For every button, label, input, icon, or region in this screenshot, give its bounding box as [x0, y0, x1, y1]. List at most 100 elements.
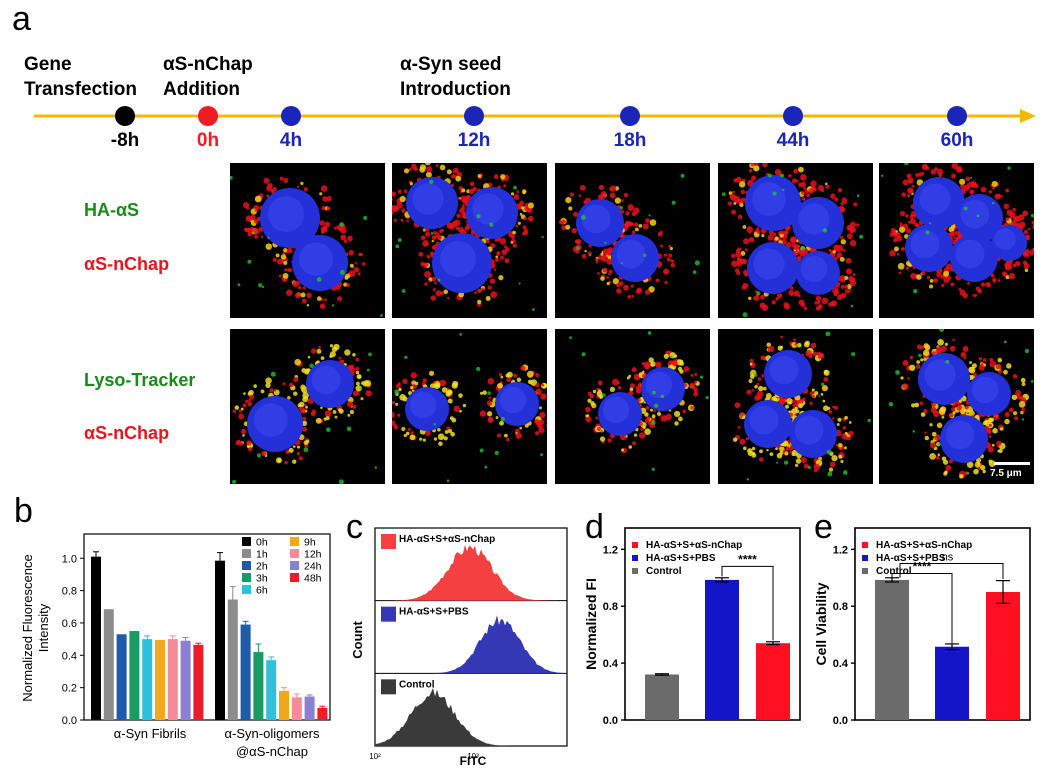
fluorescence-speck: [923, 349, 930, 356]
fluorescence-speck: [305, 405, 308, 409]
green-speck: [867, 418, 871, 423]
fluorescence-speck: [921, 272, 925, 276]
fluorescence-speck: [392, 411, 395, 419]
fluorescence-speck: [452, 225, 455, 229]
fluorescence-speck: [997, 279, 1001, 283]
fluorescence-speck: [1023, 229, 1029, 235]
fluorescence-speck: [474, 291, 477, 295]
fluorescence-speck: [800, 174, 807, 181]
fluorescence-speck: [269, 388, 274, 393]
fluorescence-speck: [592, 389, 597, 394]
legend-label: 12h: [304, 549, 322, 561]
fluorescence-speck: [631, 294, 634, 298]
fluorescence-speck: [396, 383, 401, 389]
fluorescence-speck: [565, 224, 571, 230]
fluorescence-speck: [394, 427, 398, 430]
fluorescence-speck: [447, 398, 453, 404]
legend-label: 2h: [256, 561, 268, 573]
histogram-series: [375, 615, 567, 674]
fluorescence-speck: [904, 214, 909, 218]
fluorescence-speck: [352, 390, 359, 397]
y-tick-label: 0.0: [833, 715, 848, 727]
fluorescence-speck: [499, 420, 504, 426]
fluorescence-speck: [798, 403, 804, 409]
fluorescence-speck: [459, 409, 462, 413]
fluorescence-speck: [631, 230, 636, 235]
fluorescence-speck: [398, 387, 402, 392]
fluorescence-speck: [527, 202, 534, 209]
y-tick-label: 1.2: [833, 544, 848, 556]
legend-swatch: [290, 537, 299, 546]
fluorescence-speck: [495, 416, 499, 419]
fluorescence-speck: [596, 426, 602, 432]
fluorescence-speck: [302, 416, 307, 421]
fluorescence-speck: [916, 344, 922, 350]
fluorescence-speck: [623, 192, 629, 198]
bar: [253, 652, 264, 720]
fluorescence-speck: [810, 342, 817, 349]
fluorescence-speck: [952, 236, 956, 239]
fluorescence-speck: [746, 226, 754, 234]
fluorescence-speck: [978, 357, 983, 361]
fluorescence-speck: [242, 434, 245, 437]
time-label: 18h: [613, 130, 647, 151]
fluorescence-speck: [682, 409, 687, 414]
fluorescence-speck: [815, 295, 822, 301]
fluorescence-speck: [759, 449, 763, 454]
fluorescence-speck: [534, 419, 539, 424]
fluorescence-speck: [477, 174, 482, 178]
fluorescence-speck: [303, 440, 309, 446]
fluorescence-speck: [756, 390, 764, 398]
fluorescence-speck: [293, 377, 299, 383]
fluorescence-speck: [451, 382, 458, 389]
fluorescence-speck: [929, 453, 936, 460]
fluorescence-speck: [307, 355, 311, 359]
fluorescence-speck: [609, 192, 616, 199]
fluorescence-speck: [516, 377, 522, 382]
fluorescence-speck: [265, 377, 272, 384]
fluorescence-speck: [645, 218, 650, 224]
fluorescence-speck: [433, 437, 438, 441]
green-speck: [918, 353, 922, 358]
fluorescence-speck: [902, 383, 909, 390]
fluorescence-speck: [628, 445, 633, 449]
fluorescence-speck: [630, 284, 634, 288]
fluorescence-speck: [247, 401, 253, 407]
fluorescence-speck: [535, 388, 542, 396]
bar: [240, 624, 251, 720]
fluorescence-speck: [343, 282, 348, 287]
legend-label: Control: [399, 679, 435, 690]
fluorescence-speck: [920, 412, 926, 417]
nucleus-highlight: [299, 242, 333, 276]
nucleus-highlight: [268, 196, 304, 232]
fluorescence-speck: [316, 296, 322, 301]
fluorescence-speck: [481, 287, 485, 291]
fluorescence-speck: [771, 300, 776, 305]
fluorescence-speck: [806, 193, 811, 198]
fluorescence-speck: [902, 359, 909, 367]
nucleus-highlight: [499, 386, 527, 414]
fluorescence-speck: [348, 250, 354, 256]
fluorescence-speck: [1003, 203, 1010, 210]
fluorescence-speck: [276, 258, 283, 265]
fluorescence-speck: [501, 249, 508, 255]
fluorescence-speck: [431, 239, 434, 243]
fluorescence-speck: [487, 417, 494, 423]
green-speck: [776, 461, 779, 464]
bar: [304, 696, 315, 720]
fluorescence-speck: [793, 290, 800, 297]
fluorescence-speck: [424, 163, 431, 166]
y-axis-title: Intensity: [36, 603, 51, 652]
fluorescence-speck: [558, 220, 563, 224]
fluorescence-speck: [495, 255, 499, 259]
fluorescence-speck: [392, 400, 395, 405]
fluorescence-speck: [992, 277, 997, 282]
fluorescence-speck: [535, 383, 540, 388]
fluorescence-speck: [944, 342, 949, 346]
fluorescence-speck: [988, 435, 992, 438]
fluorescence-speck: [788, 173, 792, 178]
fluorescence-speck: [789, 450, 792, 454]
fluorescence-speck: [541, 383, 545, 387]
fluorescence-speck: [822, 405, 829, 412]
fluorescence-speck: [452, 167, 459, 174]
